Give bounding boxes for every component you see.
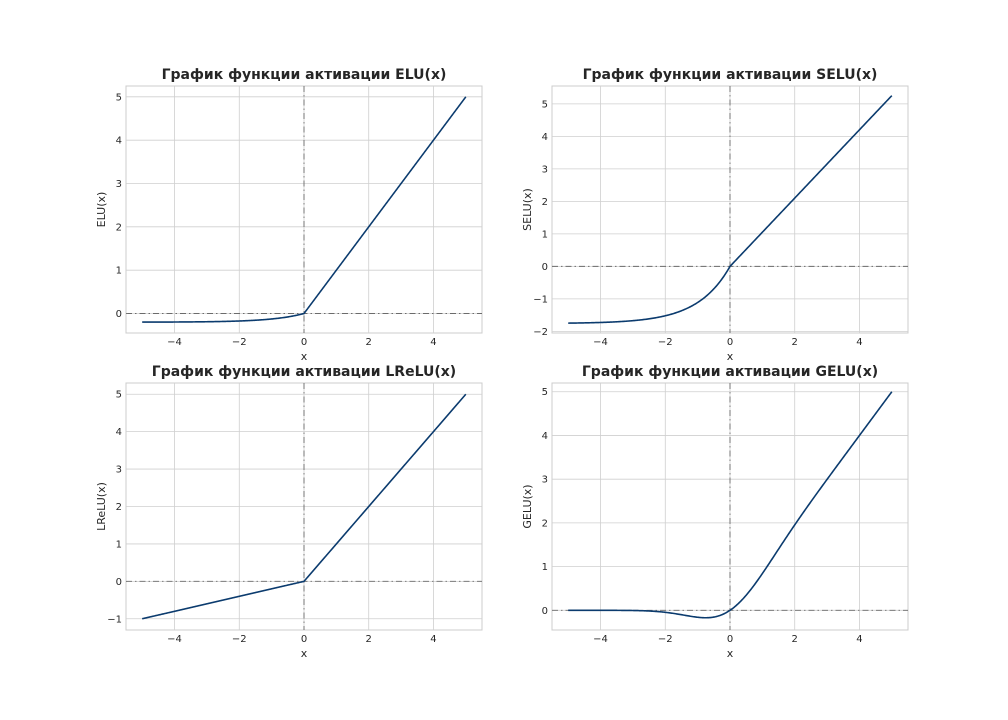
x-tick-label: 4 [430, 634, 436, 645]
y-tick-label: 0 [542, 262, 548, 273]
series-line-lrelu [142, 393, 467, 620]
x-axis-label: x [301, 350, 308, 363]
y-tick-label: 5 [542, 99, 548, 110]
x-tick-label: −2 [232, 634, 247, 645]
y-tick-label: 5 [542, 387, 548, 398]
y-axis-label: SELU(x) [521, 188, 534, 231]
series-line-elu [142, 96, 467, 323]
series-line-gelu [568, 391, 893, 619]
x-tick-label: 0 [301, 337, 307, 348]
chart-title: График функции активации SELU(x) [583, 67, 878, 83]
x-tick-label: 2 [366, 337, 372, 348]
x-tick-label: 0 [301, 634, 307, 645]
y-tick-label: 5 [116, 390, 122, 401]
x-tick-label: 0 [727, 337, 733, 348]
y-tick-label: 4 [116, 427, 122, 438]
x-tick-label: −4 [167, 634, 182, 645]
y-tick-label: −1 [533, 294, 548, 305]
y-tick-label: 0 [542, 606, 548, 617]
y-tick-label: 3 [116, 465, 122, 476]
x-tick-label: 4 [430, 337, 436, 348]
y-tick-label: 1 [116, 539, 122, 550]
x-tick-label: −4 [167, 337, 182, 348]
chart-title: График функции активации LReLU(x) [152, 364, 456, 380]
chart-title: График функции активации GELU(x) [582, 364, 878, 380]
y-tick-label: 2 [116, 222, 122, 233]
x-tick-label: −4 [593, 634, 608, 645]
x-tick-label: 2 [792, 337, 798, 348]
y-tick-label: 1 [542, 229, 548, 240]
x-tick-label: 4 [856, 634, 862, 645]
y-axis-label: LReLU(x) [95, 482, 108, 531]
subplot-gelu: −4 −2 0 2 4 0 1 2 3 4 5 График функции активации GE… [521, 364, 909, 660]
x-tick-label: −2 [232, 337, 247, 348]
y-tick-label: 4 [542, 132, 548, 143]
subplot-elu: −4 −2 0 2 4 0 1 2 3 4 5 График функции активации EL… [95, 67, 483, 363]
x-axis-label: x [727, 350, 734, 363]
x-tick-label: 2 [792, 634, 798, 645]
y-tick-label: 0 [116, 577, 122, 588]
x-tick-label: −2 [658, 337, 673, 348]
x-tick-label: 2 [366, 634, 372, 645]
y-axis-label: GELU(x) [521, 484, 534, 528]
y-tick-label: 3 [116, 179, 122, 190]
x-tick-label: 0 [727, 634, 733, 645]
x-tick-label: −4 [593, 337, 608, 348]
y-tick-label: 1 [116, 266, 122, 277]
x-axis-label: x [727, 647, 734, 660]
y-tick-label: 2 [542, 197, 548, 208]
x-tick-label: −2 [658, 634, 673, 645]
series-line-selu [568, 95, 893, 324]
y-tick-label: −2 [533, 327, 548, 338]
y-tick-label: 0 [116, 309, 122, 320]
y-tick-label: 2 [116, 502, 122, 513]
y-axis-label: ELU(x) [95, 192, 108, 228]
y-tick-label: 2 [542, 518, 548, 529]
x-axis-label: x [301, 647, 308, 660]
x-tick-label: 4 [856, 337, 862, 348]
chart-title: График функции активации ELU(x) [162, 67, 447, 83]
y-tick-label: 3 [542, 475, 548, 486]
y-tick-label: 4 [116, 136, 122, 147]
y-tick-label: 1 [542, 562, 548, 573]
subplot-selu: −4 −2 0 2 4 −2 −1 0 1 2 3 4 5 График функции активаци… [521, 67, 909, 363]
y-tick-label: 4 [542, 431, 548, 442]
y-tick-label: 5 [116, 92, 122, 103]
y-tick-label: 3 [542, 164, 548, 175]
subplot-lrelu: −4 −2 0 2 4 −1 0 1 2 3 4 5 График функции активации … [95, 364, 483, 660]
y-tick-label: −1 [107, 614, 122, 625]
